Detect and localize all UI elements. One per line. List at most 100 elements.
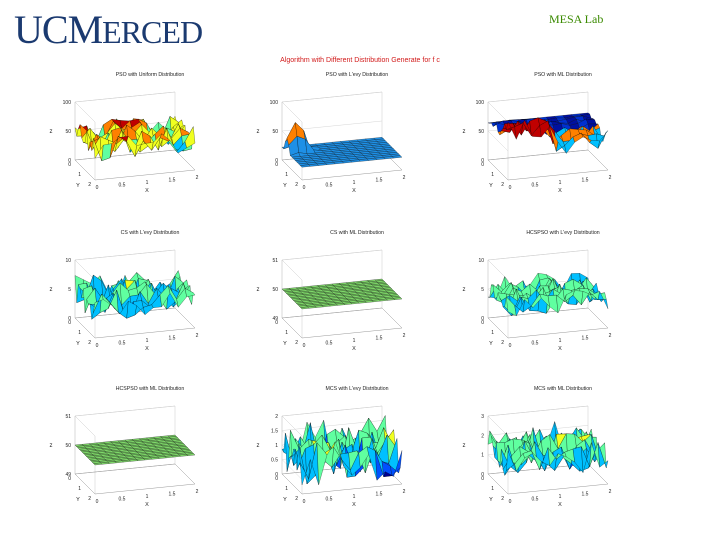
y-tick-label: 1 [285,486,288,492]
y-tick-label: 0 [275,320,278,326]
z-gridline [74,463,176,495]
plot-title: CS with ML Distribution [330,230,384,236]
y-axis-label: Y [76,497,80,503]
surface-plot-7: HCSPSO with ML Distribution 51 50 49 z 0 0.5 1 1… [50,386,199,508]
z-axis-label: z [50,129,53,135]
x-tick-label: 2 [609,489,612,495]
z-tick-label: 0.5 [271,458,278,464]
figure-title: Algorithm with Different Distribution Ge… [280,57,440,64]
x-tick-label: 1 [559,338,562,344]
x-tick-label: 2 [196,489,199,495]
x-tick-label: 1.5 [376,336,383,342]
surface-patch [597,291,609,309]
plot-title: MCS with L'evy Distribution [326,386,389,392]
z-tick-label: 1 [481,453,484,459]
z-gridline [281,405,383,437]
z-tick-label: 50 [478,129,484,135]
logo-uc: UC [14,7,69,52]
z-tick-label: 50 [272,287,278,293]
z-tick-label: 0 [68,316,71,322]
x-tick-label: 1.5 [376,492,383,498]
z-axis-label: z [50,287,53,293]
y-tick-label: 0 [481,320,484,326]
z-gridline [74,249,176,281]
z-tick-label: 51 [65,414,71,420]
z-axis-label: z [463,443,466,449]
plot-title: CS with L'evy Distribution [121,230,180,236]
y-axis-label: Y [489,341,493,347]
y-tick-label: 0 [68,476,71,482]
x-tick-label: 0 [96,185,99,191]
x-axis-label: X [558,188,562,194]
surface-plot-2: PSO with L'evy Distribution 100 50 0 z 0 0.5 1 1… [257,72,406,194]
plot-title: PSO with Uniform Distribution [116,72,185,78]
z-tick-label: 49 [272,316,278,322]
surface-patch [101,143,112,161]
y-axis-label: Y [76,183,80,189]
y-axis-label: Y [489,183,493,189]
y-tick-label: 2 [295,496,298,502]
surface-plot-1: PSO with Uniform Distribution 100 50 0 z 0 0.5… [50,72,199,194]
surface-patch [391,155,403,159]
x-tick-label: 0.5 [326,183,333,189]
z-gridline [281,307,383,339]
y-tick-label: 1 [78,330,81,336]
floor [74,149,196,181]
surface-patch [597,442,609,469]
x-tick-label: 2 [403,333,406,339]
plot-title: HCSPSO with L'evy Distribution [526,230,599,236]
z-axis-label: z [257,443,260,449]
x-axis-label: X [352,346,356,352]
y-tick-label: 2 [501,182,504,188]
x-axis-label: X [352,188,356,194]
z-tick-label: 1 [275,443,278,449]
y-axis-label: Y [489,497,493,503]
floor [487,149,609,181]
y-axis-label: Y [283,183,287,189]
y-tick-label: 0 [68,320,71,326]
x-tick-label: 1 [353,338,356,344]
z-gridline [487,405,589,437]
x-tick-label: 0 [303,499,306,505]
surface-patch [391,450,403,477]
x-tick-label: 1.5 [582,336,589,342]
x-tick-label: 1 [559,494,562,500]
surface-plot-3: PSO with ML Distribution 100 50 0 z 0 0.5 1 1.5 2… [463,72,612,194]
z-tick-label: 0 [481,316,484,322]
surface-patch [586,118,597,125]
x-tick-label: 2 [196,175,199,181]
plot-title: HCSPSO with ML Distribution [116,386,185,392]
y-tick-label: 0 [68,162,71,168]
surface-plot-5: CS with ML Distribution 51 50 49 z 0 0.5 1 1.5 2 X… [257,230,406,352]
y-tick-label: 1 [78,172,81,178]
z-tick-label: 0 [275,472,278,478]
x-tick-label: 0.5 [119,183,126,189]
x-axis-label: X [558,502,562,508]
floor [74,307,196,339]
y-tick-label: 2 [88,340,91,346]
x-tick-label: 0 [509,499,512,505]
z-gridline [281,249,383,281]
x-tick-label: 1.5 [169,336,176,342]
x-tick-label: 1 [146,494,149,500]
y-tick-label: 0 [481,162,484,168]
x-tick-label: 1 [146,338,149,344]
x-tick-label: 0.5 [119,497,126,503]
z-tick-label: 51 [272,258,278,264]
x-tick-label: 1 [353,180,356,186]
logo-m: M [67,7,104,52]
z-gridline [487,149,589,181]
z-tick-label: 10 [65,258,71,264]
x-tick-label: 0 [509,185,512,191]
x-tick-label: 0 [303,185,306,191]
y-tick-label: 1 [285,172,288,178]
y-tick-label: 0 [275,162,278,168]
z-gridline [74,91,176,123]
y-tick-label: 2 [295,182,298,188]
z-gridline [74,405,176,437]
z-axis-label: z [257,129,260,135]
floor [487,307,609,339]
z-tick-label: 50 [65,129,71,135]
